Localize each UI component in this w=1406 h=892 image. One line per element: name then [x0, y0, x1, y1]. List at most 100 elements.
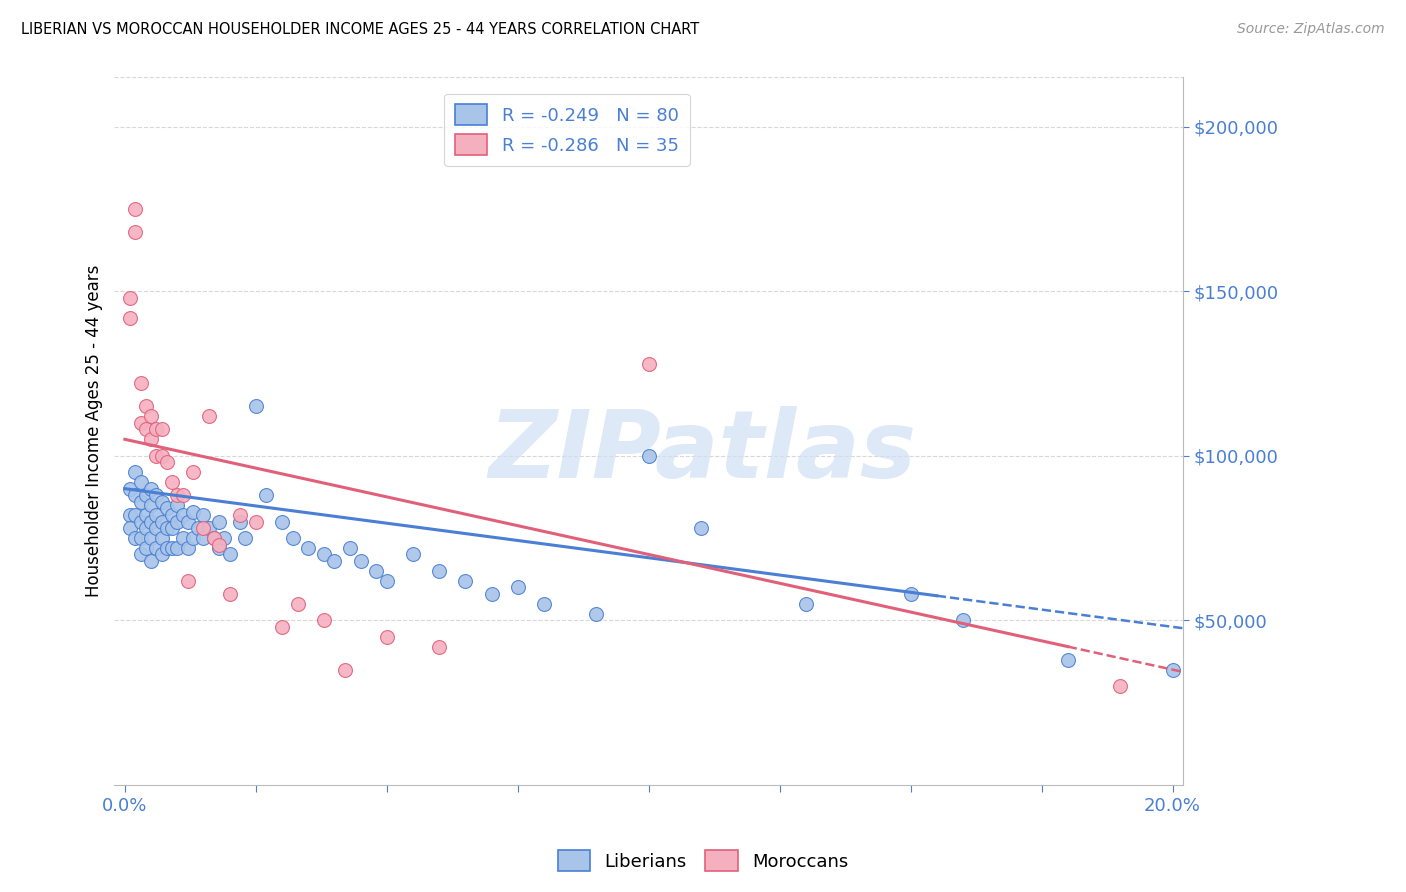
Point — [150, 449, 173, 463]
Point — [139, 515, 162, 529]
Point — [229, 508, 252, 522]
Point — [120, 482, 142, 496]
Point — [124, 508, 146, 522]
Point — [402, 548, 425, 562]
Point — [135, 521, 157, 535]
Point — [139, 498, 162, 512]
Point — [333, 663, 356, 677]
Point — [208, 538, 231, 552]
Point — [166, 498, 188, 512]
Point — [120, 310, 142, 325]
Point — [202, 531, 225, 545]
Point — [214, 531, 236, 545]
Point — [193, 531, 215, 545]
Point — [454, 574, 477, 588]
Point — [637, 357, 659, 371]
Point — [197, 409, 219, 424]
Point — [129, 531, 152, 545]
Point — [150, 495, 173, 509]
Point — [1161, 663, 1184, 677]
Point — [481, 587, 503, 601]
Point — [150, 531, 173, 545]
Point — [166, 488, 188, 502]
Point — [202, 531, 225, 545]
Point — [197, 521, 219, 535]
Point — [254, 488, 277, 502]
Point — [145, 541, 167, 555]
Point — [287, 597, 309, 611]
Point — [129, 416, 152, 430]
Point — [139, 482, 162, 496]
Point — [160, 521, 183, 535]
Point — [145, 508, 167, 522]
Point — [339, 541, 361, 555]
Point — [124, 465, 146, 479]
Point — [139, 433, 162, 447]
Point — [323, 554, 346, 568]
Point — [427, 640, 450, 654]
Point — [150, 422, 173, 436]
Point — [297, 541, 319, 555]
Point — [181, 505, 204, 519]
Point — [245, 400, 267, 414]
Point — [156, 541, 179, 555]
Point — [181, 531, 204, 545]
Point — [166, 541, 188, 555]
Point — [135, 508, 157, 522]
Point — [585, 607, 607, 621]
Point — [245, 515, 267, 529]
Text: LIBERIAN VS MOROCCAN HOUSEHOLDER INCOME AGES 25 - 44 YEARS CORRELATION CHART: LIBERIAN VS MOROCCAN HOUSEHOLDER INCOME … — [21, 22, 699, 37]
Point — [120, 521, 142, 535]
Point — [271, 620, 294, 634]
Point — [312, 613, 335, 627]
Point — [160, 541, 183, 555]
Point — [637, 449, 659, 463]
Point — [150, 548, 173, 562]
Y-axis label: Householder Income Ages 25 - 44 years: Householder Income Ages 25 - 44 years — [86, 265, 103, 598]
Point — [129, 495, 152, 509]
Point — [124, 488, 146, 502]
Point — [690, 521, 713, 535]
Point — [235, 531, 257, 545]
Point — [952, 613, 974, 627]
Point — [124, 202, 146, 216]
Point — [145, 521, 167, 535]
Point — [208, 515, 231, 529]
Text: ZIPatlas: ZIPatlas — [488, 407, 917, 499]
Point — [120, 291, 142, 305]
Point — [120, 508, 142, 522]
Point — [1109, 679, 1132, 693]
Point — [1056, 653, 1078, 667]
Point — [177, 541, 200, 555]
Point — [193, 508, 215, 522]
Point — [366, 564, 388, 578]
Point — [506, 580, 529, 594]
Point — [193, 521, 215, 535]
Point — [160, 475, 183, 489]
Point — [312, 548, 335, 562]
Point — [145, 422, 167, 436]
Text: Source: ZipAtlas.com: Source: ZipAtlas.com — [1237, 22, 1385, 37]
Point — [229, 515, 252, 529]
Point — [375, 574, 398, 588]
Point — [172, 531, 194, 545]
Point — [145, 449, 167, 463]
Point — [281, 531, 304, 545]
Point — [375, 630, 398, 644]
Point — [218, 587, 240, 601]
Point — [172, 508, 194, 522]
Point — [129, 515, 152, 529]
Point — [177, 515, 200, 529]
Point — [139, 554, 162, 568]
Point — [271, 515, 294, 529]
Point — [129, 548, 152, 562]
Point — [135, 541, 157, 555]
Point — [139, 409, 162, 424]
Point — [794, 597, 817, 611]
Point — [139, 531, 162, 545]
Point — [218, 548, 240, 562]
Point — [208, 541, 231, 555]
Point — [427, 564, 450, 578]
Point — [129, 475, 152, 489]
Point — [181, 465, 204, 479]
